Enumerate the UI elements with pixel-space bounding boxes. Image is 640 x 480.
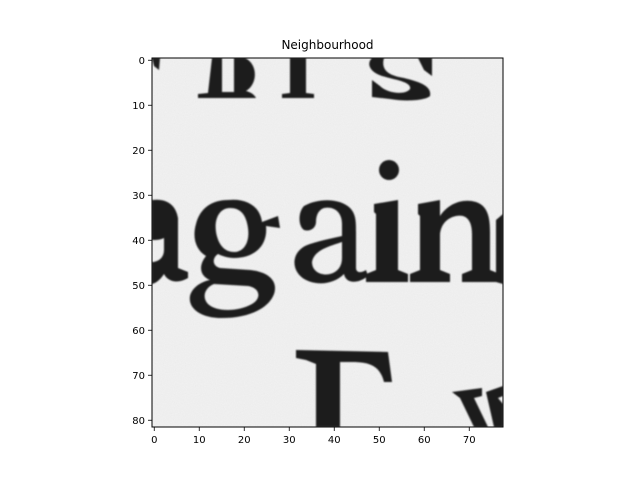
axes-frame bbox=[151, 57, 504, 428]
glyph-B-fragment bbox=[198, 58, 256, 98]
glyph-n bbox=[410, 200, 500, 282]
x-tick-label: 0 bbox=[151, 435, 157, 446]
glyph-g bbox=[189, 199, 280, 318]
x-tick-label: 40 bbox=[328, 435, 341, 446]
glyph-v-fragment bbox=[452, 388, 488, 427]
x-tick-label: 50 bbox=[373, 435, 386, 446]
x-tick-label: 20 bbox=[238, 435, 251, 446]
y-tick-label: 20 bbox=[132, 146, 145, 157]
x-tick-label: 70 bbox=[463, 435, 476, 446]
scanned-text bbox=[152, 58, 503, 427]
y-tick-label: 60 bbox=[132, 326, 145, 337]
y-tick-label: 40 bbox=[132, 236, 145, 247]
y-tick-label: 0 bbox=[139, 56, 145, 67]
x-tick-label: 60 bbox=[418, 435, 431, 446]
glyph-right-bottom-fragment bbox=[486, 386, 503, 427]
x-tick-label: 30 bbox=[283, 435, 296, 446]
chart-title: Neighbourhood bbox=[281, 38, 373, 52]
glyph-S-fragment bbox=[369, 58, 431, 101]
y-axis-ticks: 0 10 20 30 40 50 60 70 80 bbox=[132, 56, 152, 427]
glyph-right-fragment bbox=[496, 214, 503, 284]
glyph-E bbox=[296, 350, 392, 427]
glyph-a bbox=[294, 200, 368, 284]
y-tick-label: 70 bbox=[132, 371, 145, 382]
x-axis-ticks: 0 10 20 30 40 50 60 70 bbox=[151, 427, 476, 446]
x-tick-label: 10 bbox=[193, 435, 206, 446]
glyph-S-top bbox=[418, 58, 432, 76]
glyph-I-fragment bbox=[282, 58, 314, 98]
y-tick-label: 50 bbox=[132, 281, 145, 292]
image-raster bbox=[152, 58, 503, 427]
plot-area: 0 10 20 30 40 50 60 70 0 10 20 30 40 50 60 70 80 bbox=[132, 56, 504, 446]
glyph-i-dot bbox=[379, 160, 399, 180]
glyph-top-fragment-1 bbox=[152, 58, 160, 70]
y-tick-label: 10 bbox=[132, 101, 145, 112]
y-tick-label: 30 bbox=[132, 191, 145, 202]
y-tick-label: 80 bbox=[132, 416, 145, 427]
glyph-i-stem bbox=[366, 200, 408, 282]
glyph-a-left-fragment bbox=[152, 199, 188, 284]
